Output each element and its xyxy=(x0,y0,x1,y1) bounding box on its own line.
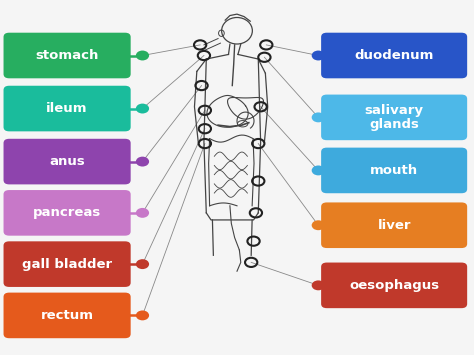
Circle shape xyxy=(136,259,149,269)
FancyBboxPatch shape xyxy=(321,94,467,140)
Text: oesophagus: oesophagus xyxy=(349,279,439,292)
Circle shape xyxy=(136,157,149,166)
Text: ileum: ileum xyxy=(46,102,88,115)
Text: rectum: rectum xyxy=(41,309,93,322)
Circle shape xyxy=(136,50,149,60)
Text: anus: anus xyxy=(49,155,85,168)
Circle shape xyxy=(312,280,325,290)
Text: mouth: mouth xyxy=(370,164,418,177)
FancyBboxPatch shape xyxy=(3,241,131,287)
FancyBboxPatch shape xyxy=(321,263,467,308)
Circle shape xyxy=(312,165,325,175)
Circle shape xyxy=(136,104,149,114)
FancyBboxPatch shape xyxy=(321,33,467,78)
FancyBboxPatch shape xyxy=(3,86,131,131)
Text: pancreas: pancreas xyxy=(33,206,101,219)
Circle shape xyxy=(312,50,325,60)
FancyBboxPatch shape xyxy=(3,139,131,184)
Circle shape xyxy=(312,220,325,230)
Circle shape xyxy=(312,113,325,122)
Text: salivary
glands: salivary glands xyxy=(365,104,424,131)
FancyBboxPatch shape xyxy=(3,33,131,78)
Text: gall bladder: gall bladder xyxy=(22,258,112,271)
Text: liver: liver xyxy=(377,219,411,232)
Circle shape xyxy=(136,208,149,218)
FancyBboxPatch shape xyxy=(321,148,467,193)
Text: duodenum: duodenum xyxy=(355,49,434,62)
FancyBboxPatch shape xyxy=(3,293,131,338)
FancyBboxPatch shape xyxy=(321,202,467,248)
Circle shape xyxy=(136,311,149,320)
FancyBboxPatch shape xyxy=(3,190,131,236)
Text: stomach: stomach xyxy=(36,49,99,62)
